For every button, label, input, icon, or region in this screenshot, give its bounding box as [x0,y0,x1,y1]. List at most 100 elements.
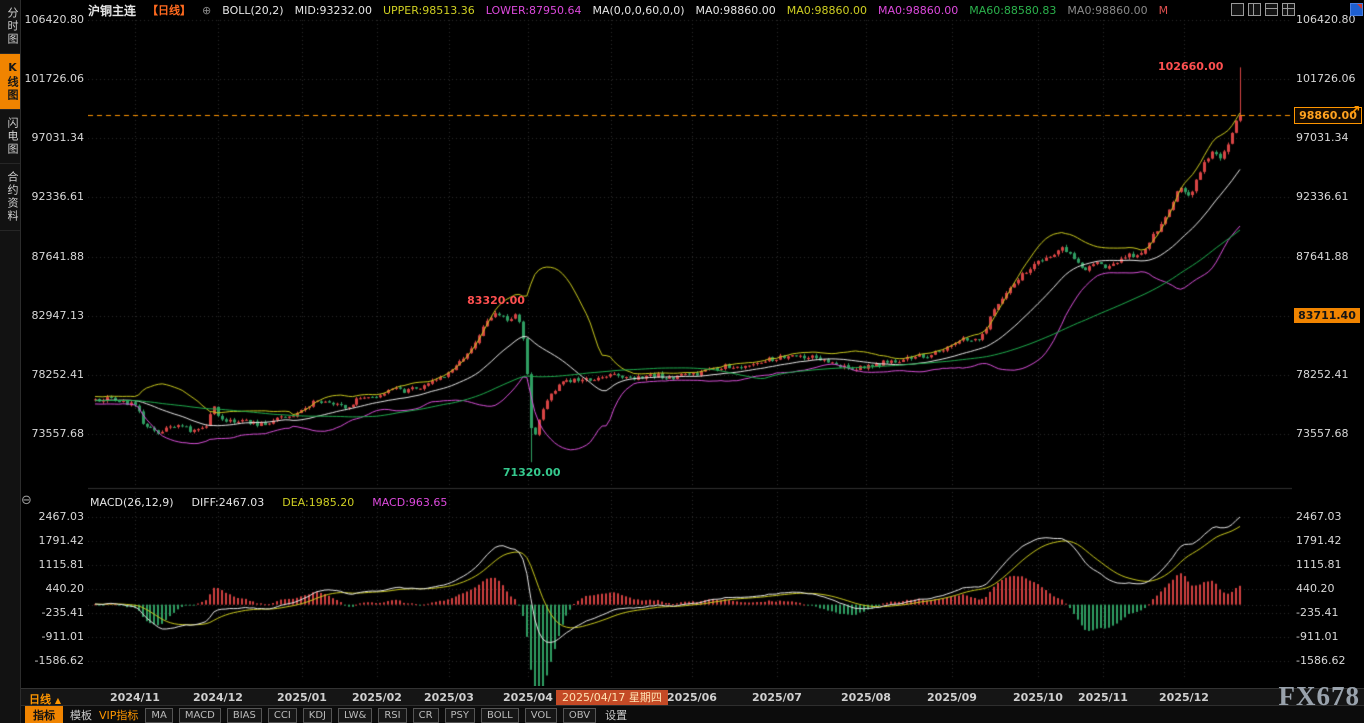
price-axis-label: 82947.13 [31,308,85,322]
macd-axis-label: 2467.03 [1296,510,1342,523]
tab-psy[interactable]: PSY [444,707,476,723]
macd-axis-label: -235.41 [1296,606,1339,619]
sidebar-item-0[interactable]: 分时图 [0,0,20,54]
boll-lower-value: LOWER:87950.64 [485,3,582,17]
macd-panel-toggle-icon[interactable]: ⊖ [21,493,32,508]
macd-hist-value: MACD:963.65 [372,496,448,509]
ma-label: MA(0,0,0,60,0,0) [592,3,685,17]
date-tick-label: 2025/01 [277,691,327,704]
watermark: FX678 [1278,681,1360,711]
sidebar-item-2[interactable]: 闪电图 [0,110,20,164]
ma-value-0: MA0:98860.00 [695,3,776,17]
price-axis-label: 87641.88 [1296,249,1349,263]
price-axis-label: 97031.34 [31,131,85,145]
date-tick-label: 2025/11 [1078,691,1128,704]
price-axis-label: 87641.88 [31,249,85,263]
boll-mid-value: MID:93232.00 [294,3,372,17]
tab-template[interactable]: 模板 [70,709,92,722]
macd-legend-bar: MACD(26,12,9) DIFF:2467.03 DEA:1985.20 M… [90,496,447,509]
macd-axis-label: 440.20 [45,582,85,595]
macd-axis-label: 1115.81 [1296,558,1342,571]
selected-date-badge: 2025/04/17 星期四 [556,690,668,705]
indicator-legend-bar: 沪铜主连 【日线】 ⊕ BOLL(20,2) MID:93232.00 UPPE… [88,3,1169,18]
window-layout-icons [1231,3,1295,16]
macd-axis-label: 440.20 [1296,582,1335,595]
tab-ma[interactable]: MA [145,707,173,723]
secondary-price-badge: 83711.40 [1294,307,1360,323]
date-tick-label: 2025/08 [841,691,891,704]
period-up-arrow-icon: ▲ [54,696,61,705]
ma-value-1: MA0:98860.00 [786,3,867,17]
period-tag[interactable]: 【日线】 [147,4,192,17]
macd-axis-label: 2467.03 [38,510,85,523]
left-sidebar: 分时图 K线图 闪电图 合约资料 [0,0,21,723]
tab-obv[interactable]: OBV [562,707,597,723]
macd-axis-label: 1791.42 [1296,534,1342,547]
layout-horizontal-split-icon[interactable] [1265,3,1278,16]
price-axis-label: 101726.06 [1296,72,1356,86]
tab-kdj[interactable]: KDJ [302,707,332,723]
macd-axis-label: 1791.42 [38,534,85,547]
sidebar-item-1[interactable]: K线图 [0,54,20,110]
indicator-shortcut-tabs: MA MACD BIAS CCI KDJ LW& RSI CR PSY BOLL VOL OBV [145,707,597,723]
date-tick-label: 2025/10 [1013,691,1063,704]
macd-dea-value: DEA:1985.20 [282,496,355,509]
price-axis-label: 78252.41 [1296,367,1349,381]
macd-axis-label: -1586.62 [34,654,84,667]
macd-diff-value: DIFF:2467.03 [191,496,265,509]
price-axis-label: 97031.34 [1296,131,1349,145]
tab-settings[interactable]: 设置 [605,709,628,722]
tab-bias[interactable]: BIAS [226,707,262,723]
price-axis-label: 92336.61 [31,190,85,204]
date-tick-label: 2025/07 [752,691,802,704]
date-tick-label: 2025/06 [667,691,717,704]
symbol-title: 沪铜主连 [88,3,137,18]
app-logo-icon[interactable] [1350,3,1363,16]
price-axis-label: 101726.06 [24,72,85,86]
tab-lw[interactable]: LW& [338,707,373,723]
period-selector[interactable]: 日线 ▲ [29,693,61,706]
layout-quad-icon[interactable] [1282,3,1295,16]
layout-vertical-split-icon[interactable] [1248,3,1261,16]
tab-vip-indicator[interactable]: VIP指标 [99,709,139,722]
tab-macd[interactable]: MACD [178,707,221,723]
jump-to-latest-icon[interactable]: ↗ [1349,103,1361,119]
bottom-toolbar: 指标 模板 VIP指标 MA MACD BIAS CCI KDJ LW& RSI CR PSY B… [21,705,1364,723]
date-tick-label: 2025/03 [424,691,474,704]
add-indicator-icon[interactable]: ⊕ [202,3,212,17]
ma-value-5: M [1158,3,1169,17]
price-axis-label: 106420.80 [24,13,85,26]
macd-axis-label: -1586.62 [1296,654,1346,667]
price-axis-label: 73557.68 [31,427,85,440]
date-tick-label: 2025/04 [503,691,553,704]
ma-value-3: MA60:88580.83 [969,3,1057,17]
boll-label: BOLL(20,2) [222,3,284,17]
ma-values: MA0:98860.00 MA0:98860.00 MA0:98860.00 MA60… [696,4,1169,17]
ma-value-4: MA0:98860.00 [1067,3,1148,17]
tab-rsi[interactable]: RSI [378,707,407,723]
boll-upper-value: UPPER:98513.36 [382,3,475,17]
tab-cr[interactable]: CR [412,707,439,723]
price-axis-label: 106420.80 [1296,13,1356,26]
date-tick-label: 2024/12 [193,691,243,704]
price-axis-label: 78252.41 [31,367,85,381]
tab-boll[interactable]: BOLL [481,707,519,723]
price-macd-chart-canvas[interactable] [88,18,1292,686]
tab-indicator[interactable]: 指标 [25,706,63,723]
tab-vol[interactable]: VOL [524,707,557,723]
ma-value-2: MA0:98860.00 [877,3,959,17]
macd-axis-label: 1115.81 [38,558,85,571]
macd-axis-label: -911.01 [1296,629,1339,643]
date-tick-label: 2025/12 [1159,691,1209,704]
macd-label: MACD(26,12,9) [90,496,174,509]
tab-cci[interactable]: CCI [267,707,297,723]
macd-axis-label: -235.41 [41,606,84,619]
date-tick-label: 2025/02 [352,691,402,704]
date-axis-row: 日线 ▲ 2025/04/17 星期四 2024/11 2024/12 2025/0… [21,688,1364,706]
date-tick-label: 2024/11 [110,691,160,704]
sidebar-item-3[interactable]: 合约资料 [0,164,20,231]
layout-single-icon[interactable] [1231,3,1244,16]
date-tick-label: 2025/09 [927,691,977,704]
macd-axis-label: -911.01 [41,629,84,643]
